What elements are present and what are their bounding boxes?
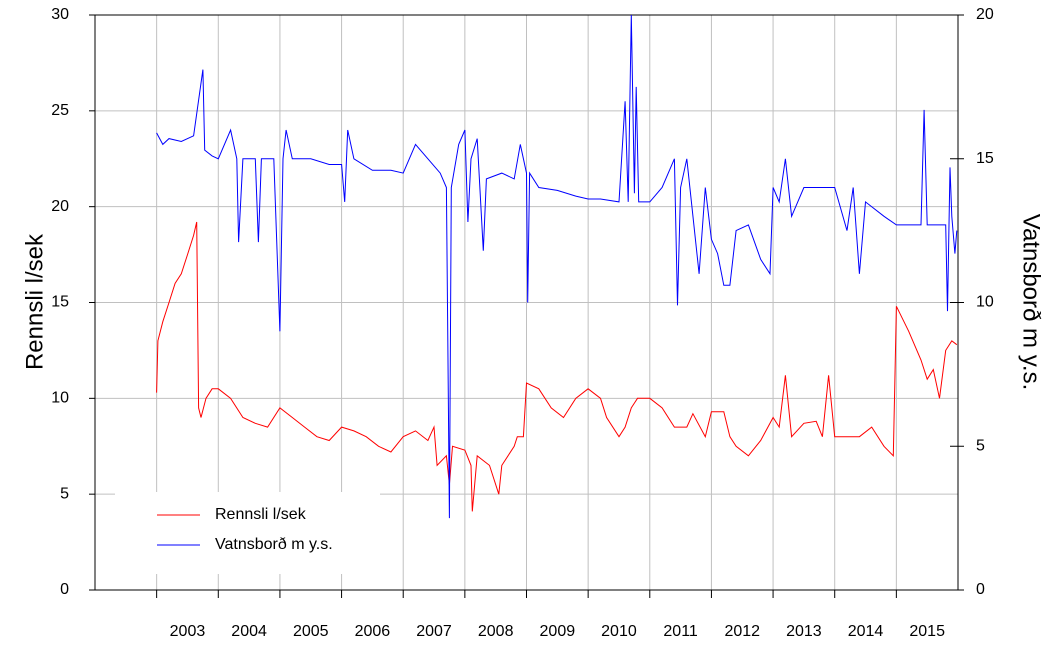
y-tick-label: 20 (51, 198, 69, 215)
x-tick-label: 2014 (848, 623, 884, 640)
x-tick-label: 2011 (663, 623, 698, 640)
x-tick-label: 2009 (540, 623, 576, 640)
x-tick-label: 2012 (724, 623, 760, 640)
y2-tick-label: 20 (976, 6, 994, 23)
x-tick-label: 2007 (416, 623, 452, 640)
y2-tick-label: 5 (976, 437, 985, 454)
y-tick-label: 30 (51, 6, 69, 23)
x-tick-label: 2010 (601, 623, 637, 640)
data-line (156, 14, 958, 519)
x-tick-label: 2008 (478, 623, 514, 640)
y2-tick-label: 0 (976, 581, 985, 598)
y-tick-label: 0 (60, 581, 69, 598)
data-line (156, 221, 958, 512)
y2-axis-title: Vatnsborð m y.s. (1018, 214, 1045, 391)
legend-label: Rennsli l/sek (215, 506, 307, 523)
y-tick-label: 10 (51, 390, 69, 407)
y-axis-title: Rennsli l/sek (21, 233, 48, 370)
legend-box (115, 492, 380, 574)
y2-tick-label: 15 (976, 150, 994, 167)
y-tick-label: 25 (51, 102, 69, 119)
x-tick-label: 2004 (231, 623, 267, 640)
x-tick-label: 2005 (293, 623, 329, 640)
y-tick-label: 15 (51, 294, 69, 311)
y-tick-label: 5 (60, 485, 69, 502)
x-tick-label: 2013 (786, 623, 822, 640)
legend-label: Vatnsborð m y.s. (215, 536, 333, 553)
plot-frame (94, 14, 959, 591)
x-tick-label: 2003 (170, 623, 206, 640)
x-tick-label: 2015 (909, 623, 945, 640)
y2-tick-label: 10 (976, 294, 994, 311)
x-tick-label: 2006 (355, 623, 391, 640)
